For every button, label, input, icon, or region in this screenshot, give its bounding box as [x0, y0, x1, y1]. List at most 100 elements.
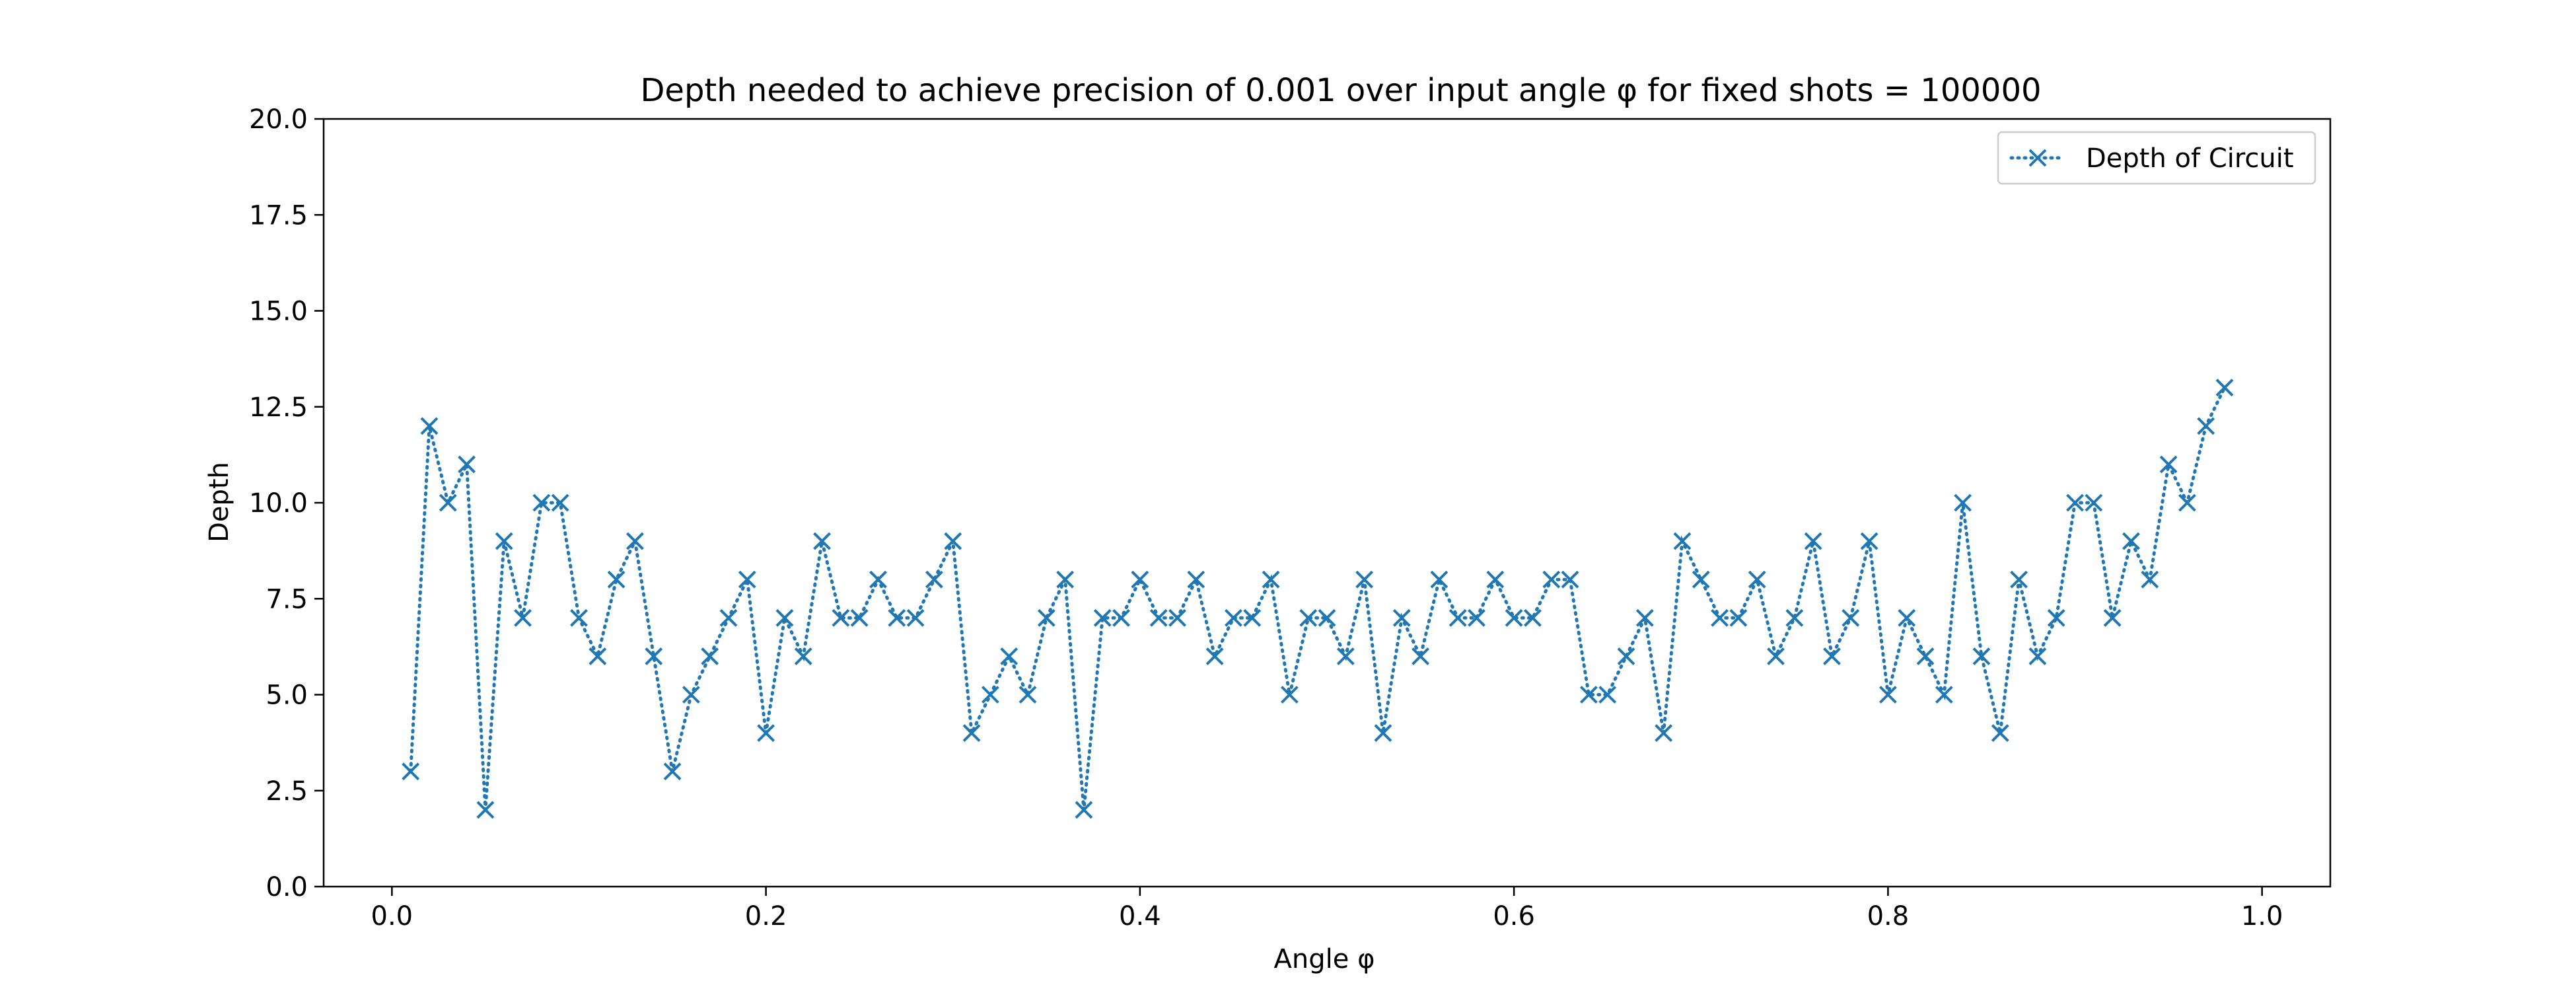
data-point: [607, 570, 626, 589]
data-point: [1972, 647, 1991, 665]
data-point: [869, 570, 887, 589]
data-point: [1692, 570, 1710, 589]
y-tick-label: 15.0: [249, 297, 308, 327]
data-point: [663, 762, 682, 781]
legend-marker-sample: [2028, 149, 2047, 167]
y-tick-label: 2.5: [266, 776, 308, 807]
data-point: [2122, 532, 2140, 550]
data-point: [1524, 608, 1542, 627]
data-point: [2010, 570, 2028, 589]
data-point: [2215, 379, 2234, 397]
chart-title: Depth needed to achieve precision of 0.0…: [640, 72, 2041, 109]
data-point: [925, 570, 943, 589]
data-point: [1598, 686, 1617, 704]
data-point: [1299, 608, 1318, 627]
data-point: [1860, 532, 1878, 550]
data-point: [1168, 608, 1186, 627]
data-point: [1468, 608, 1485, 627]
data-point: [1112, 608, 1130, 627]
data-point: [1991, 724, 2009, 743]
data-point: [439, 494, 457, 512]
data-point: [1878, 686, 1897, 704]
data-point: [906, 608, 925, 627]
data-point: [701, 647, 719, 665]
data-point: [1056, 570, 1075, 589]
data-point: [813, 532, 831, 550]
data-point: [1542, 570, 1561, 589]
x-tick-label: 0.0: [371, 901, 413, 932]
axes-frame: [322, 118, 2332, 888]
data-point: [2028, 647, 2047, 665]
y-tick-label: 10.0: [249, 488, 308, 519]
x-tick-label: 0.2: [745, 901, 787, 932]
data-point: [1767, 647, 1785, 665]
data-point: [1374, 724, 1392, 743]
data-point: [1898, 608, 1916, 627]
y-axis-label: Depth: [204, 462, 234, 542]
data-point: [458, 455, 476, 474]
data-point: [850, 608, 869, 627]
data-point: [1000, 647, 1019, 665]
data-point: [757, 724, 775, 743]
data-point: [2066, 494, 2084, 512]
data-point: [1785, 608, 1804, 627]
x-axis: 0.0 0.2 0.4 0.6 0.8 1.0: [371, 887, 2283, 932]
data-point: [514, 608, 532, 627]
data-point: [1412, 647, 1429, 665]
data-point: [1205, 647, 1224, 665]
legend: Depth of Circuit: [1997, 131, 2316, 185]
data-point: [775, 608, 794, 627]
data-point: [1149, 608, 1168, 627]
data-point: [1916, 647, 1935, 665]
data-point: [1579, 686, 1598, 704]
data-point: [402, 762, 420, 781]
data-point: [2141, 570, 2159, 589]
data-point: [2159, 455, 2178, 474]
x-tick-label: 0.6: [1493, 901, 1535, 932]
data-point: [1935, 686, 1953, 704]
data-point: [1729, 608, 1748, 627]
data-point: [645, 647, 663, 665]
data-point: [2047, 608, 2065, 627]
y-tick-label: 5.0: [266, 680, 308, 711]
data-point: [1262, 570, 1280, 589]
legend-label: Depth of Circuit: [2086, 143, 2294, 174]
y-tick-label: 7.5: [266, 584, 308, 614]
y-axis: 0.0 2.5 5.0 7.5 10.0 12.5 15.0 17.5 20.0: [249, 104, 324, 902]
data-point: [1635, 608, 1654, 627]
data-point: [738, 570, 756, 589]
y-tick-label: 12.5: [249, 392, 308, 423]
data-point: [2178, 494, 2196, 512]
data-point: [1392, 608, 1411, 627]
data-point: [1037, 608, 1055, 627]
data-point: [1486, 570, 1505, 589]
data-point: [1823, 647, 1841, 665]
data-point: [1187, 570, 1205, 589]
series-line: [409, 386, 2227, 811]
data-point: [1617, 647, 1635, 665]
data-point: [532, 494, 551, 512]
data-point: [1131, 570, 1149, 589]
data-point: [626, 532, 644, 550]
x-axis-label: Angle φ: [1274, 944, 1375, 974]
data-point: [1561, 570, 1579, 589]
data-point: [1019, 686, 1037, 704]
data-point: [794, 647, 812, 665]
data-point: [2085, 494, 2103, 512]
data-point: [2103, 608, 2122, 627]
x-tick-label: 0.8: [1867, 901, 1910, 932]
x-tick-label: 0.4: [1119, 901, 1161, 932]
data-point: [962, 724, 981, 743]
data-point: [420, 417, 439, 435]
data-point: [1075, 801, 1093, 819]
y-tick-label: 20.0: [249, 104, 308, 135]
data-point: [589, 647, 607, 665]
data-point: [1711, 608, 1729, 627]
data-point: [1243, 608, 1262, 627]
data-point: [981, 686, 999, 704]
data-point: [476, 801, 495, 819]
data-point: [1655, 724, 1673, 743]
data-point: [1804, 532, 1822, 550]
data-point: [719, 608, 738, 627]
data-point: [1954, 494, 1972, 512]
